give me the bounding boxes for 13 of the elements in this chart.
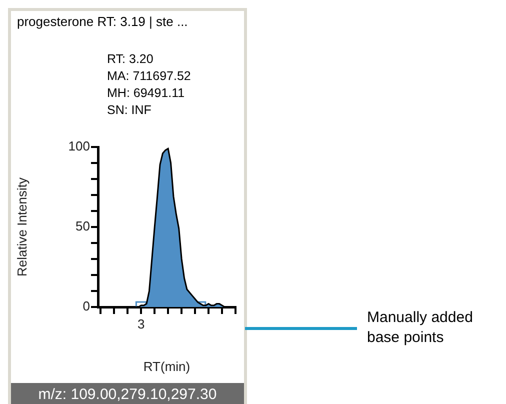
x-axis-title: RT(min)	[143, 358, 190, 374]
text: m/z: 109.00,279.10,297.30	[11, 383, 244, 404]
text: RT: 3.20	[107, 51, 154, 68]
text: SN: INF	[107, 102, 152, 119]
text: MH: 69491.11	[107, 85, 186, 102]
y-tick-label: 0	[82, 298, 90, 314]
text: Manually added base points	[367, 308, 474, 348]
y-axis-title: Relative Intensity	[14, 177, 30, 276]
y-tick-label: 100	[68, 138, 90, 154]
text: MA: 711697.52	[107, 68, 191, 85]
y-tick-label: 50	[76, 218, 90, 234]
chart-title: progesterone RT: 3.19 | ste ...	[17, 14, 188, 29]
x-tick-label: 3	[138, 316, 145, 332]
